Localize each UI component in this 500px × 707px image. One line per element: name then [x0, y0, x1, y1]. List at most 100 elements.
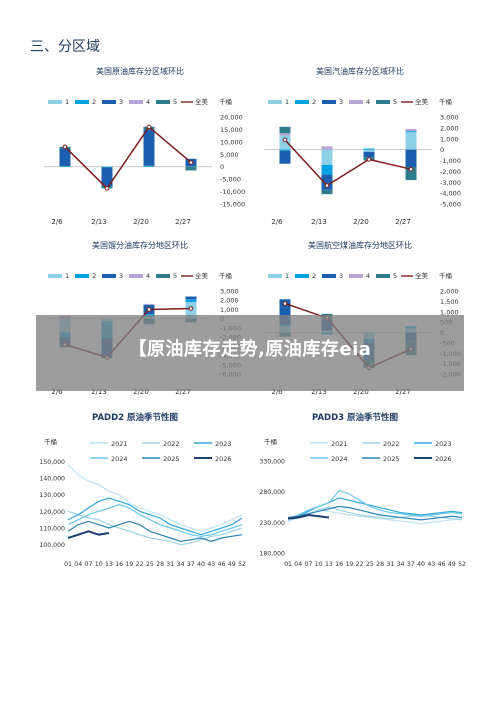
- legend-swatch: [322, 274, 336, 278]
- chart-title: 美国汽油库存分区域环比: [316, 66, 404, 76]
- series-line: [67, 530, 110, 539]
- legend-label: 1: [285, 98, 289, 106]
- x-tick-label: 37: [187, 561, 195, 568]
- legend-label: 4: [146, 272, 150, 280]
- bar-segment: [185, 296, 197, 300]
- x-tick-label: 2/20: [133, 218, 149, 226]
- x-tick-label: 19: [125, 561, 133, 568]
- y-tick-label: 2,000: [440, 124, 459, 132]
- x-tick-label: 28: [376, 561, 384, 568]
- x-tick-label: 2/6: [271, 388, 283, 396]
- bar-segment: [405, 149, 417, 168]
- x-tick-label: 52: [458, 561, 466, 568]
- legend-label: 1: [65, 98, 69, 106]
- legend-label: 2021: [111, 440, 128, 448]
- series-line: [287, 505, 463, 521]
- bar-segment: [321, 174, 333, 190]
- total-point: [188, 306, 194, 311]
- legend-label: 全美: [195, 97, 209, 106]
- total-point: [62, 144, 68, 150]
- x-tick-label: 43: [207, 561, 215, 568]
- x-tick-label: 04: [74, 561, 82, 568]
- unit-label: 千桶: [439, 271, 452, 280]
- legend-label: 2025: [383, 455, 400, 463]
- y-tick-label: 15,000: [220, 126, 243, 134]
- legend-swatch: [268, 274, 282, 278]
- series-line: [67, 504, 243, 537]
- x-tick-label: 31: [386, 561, 394, 568]
- y-tick-label: 150,000: [39, 459, 65, 466]
- x-tick-label: 28: [156, 561, 164, 568]
- x-tick-label: 2/6: [51, 388, 63, 396]
- total-point: [104, 186, 110, 191]
- x-tick-label: 10: [95, 561, 103, 568]
- chart-title: 美国馏分油库存分地区环比: [92, 240, 188, 250]
- series-line: [287, 489, 463, 520]
- x-tick-label: 31: [166, 561, 174, 568]
- x-tick-label: 25: [146, 561, 154, 568]
- legend-label: 全美: [415, 271, 429, 280]
- legend-label: 2023: [215, 440, 232, 448]
- x-tick-label: 13: [105, 561, 113, 568]
- bar-segment: [143, 303, 155, 305]
- y-tick-label: -3,000: [440, 179, 461, 187]
- unit-label: 千桶: [264, 437, 277, 446]
- legend-label: 3: [119, 272, 123, 280]
- legend-swatch: [129, 100, 143, 104]
- legend-label: 5: [173, 272, 177, 280]
- x-tick-label: 2/20: [353, 388, 369, 396]
- x-tick-label: 2/6: [51, 218, 63, 226]
- legend-label: 3: [339, 272, 343, 280]
- legend-swatch: [156, 274, 170, 278]
- x-tick-label: 34: [397, 561, 405, 568]
- x-tick-label: 10: [315, 561, 323, 568]
- chart-panel-crude-region: 美国原油库存分区域环比 1 2 3 4 5 全美 千桶 20,000 15,000 10,000 5,…: [30, 62, 250, 234]
- total-point: [408, 166, 414, 172]
- bar-segment: [185, 299, 197, 303]
- unit-label: 千桶: [219, 97, 232, 106]
- legend-swatch: [295, 100, 309, 104]
- total-point: [366, 157, 372, 162]
- x-tick-label: 40: [417, 561, 425, 568]
- x-tick-label: 25: [366, 561, 374, 568]
- bar-segment: [363, 148, 375, 150]
- legend-label: 5: [173, 98, 177, 106]
- legend-label: 2026: [435, 455, 452, 463]
- y-tick-label: 10,000: [220, 138, 243, 146]
- x-tick-label: 22: [136, 561, 144, 568]
- y-tick-label: 230,000: [259, 520, 285, 527]
- legend-label: 3: [119, 98, 123, 106]
- x-tick-label: 46: [218, 561, 226, 568]
- y-tick-label: 1,000: [440, 135, 459, 143]
- bar-segment: [405, 131, 417, 133]
- y-tick-label: 110,000: [39, 526, 65, 533]
- y-tick-label: 1,000: [440, 308, 459, 316]
- legend-swatch: [376, 100, 390, 104]
- legend-label: 2: [92, 272, 96, 280]
- y-tick-label: 5,000: [220, 151, 239, 159]
- total-point: [146, 307, 152, 312]
- x-tick-label: 2/20: [133, 388, 149, 396]
- series-line: [67, 510, 243, 546]
- bar-segment: [321, 146, 333, 150]
- bar-segment: [321, 189, 333, 195]
- bar-segment: [363, 149, 375, 152]
- y-tick-label: 140,000: [39, 476, 65, 483]
- legend-label: 2: [92, 98, 96, 106]
- y-tick-label: 2,000: [220, 297, 239, 305]
- y-tick-label: 330,000: [259, 459, 285, 466]
- chart-title: 美国航空煤油库存分地区环比: [308, 240, 412, 250]
- legend-swatch: [349, 100, 363, 104]
- unit-label: 千桶: [219, 271, 232, 280]
- y-tick-label: -4,000: [440, 190, 461, 198]
- y-tick-label: -15,000: [220, 201, 245, 209]
- bar-segment: [279, 299, 291, 325]
- y-tick-label: 20,000: [220, 114, 243, 122]
- y-tick-label: 130,000: [39, 492, 65, 499]
- x-tick-label: 19: [345, 561, 353, 568]
- x-tick-label: 01: [64, 561, 72, 568]
- headline-text: 【原油库存走势,原油库存eia: [128, 339, 372, 360]
- bar-segment: [363, 151, 375, 158]
